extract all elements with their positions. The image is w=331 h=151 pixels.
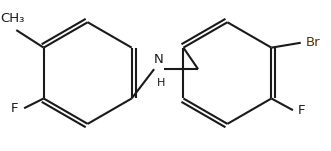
Text: N: N — [154, 53, 164, 66]
Text: F: F — [298, 104, 305, 117]
Text: Br: Br — [306, 36, 320, 49]
Text: CH₃: CH₃ — [0, 12, 24, 25]
Text: F: F — [11, 102, 18, 115]
Text: H: H — [157, 78, 165, 88]
